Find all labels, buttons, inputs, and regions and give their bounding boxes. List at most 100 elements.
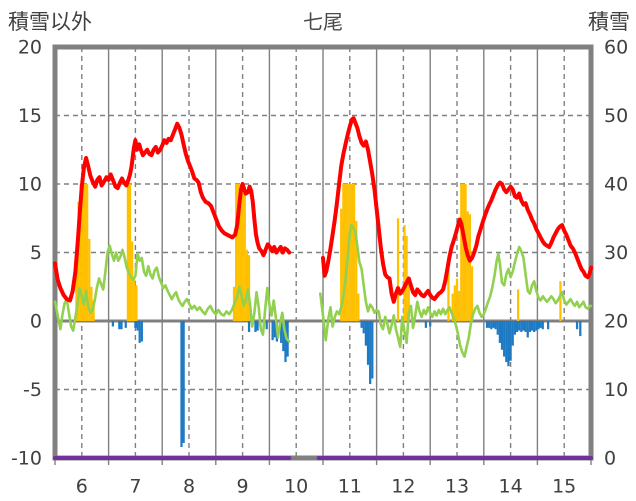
negative-bars-bar [364,321,368,346]
x-tick-label: 8 [183,476,195,498]
y-left-tick-label: 15 [18,105,42,127]
precipitation-bars-bar [241,184,244,321]
precipitation-bars-bar [455,278,459,321]
precipitation-bars-bar [462,184,465,321]
x-tick-label: 14 [499,476,523,498]
x-tick-label: 15 [552,476,576,498]
precipitation-bars-bar [470,266,474,321]
negative-bars-bar [511,321,514,346]
negative-bars-bar [256,321,259,331]
x-tick-label: 7 [129,476,141,498]
negative-bars-bar [360,321,363,328]
x-tick-label: 11 [338,476,362,498]
y-right-tick-label: 10 [604,379,628,401]
negative-bars-bar [500,321,504,350]
precipitation-bars-bar [239,184,242,321]
negative-bars-bar [524,321,527,332]
y-right-tick-label: 60 [604,37,628,59]
temperature-line [321,116,593,304]
precipitation-bars-bar [128,184,132,321]
precipitation-bars-bar [83,184,87,321]
y-right-tick-label: 20 [604,311,628,333]
negative-bars-bar [120,321,123,330]
negative-bars-bar [485,321,489,328]
negative-bars-bar [118,321,121,330]
negative-bars-bar [140,321,143,342]
precipitation-bars-bar [237,184,240,321]
negative-bars-bar [124,321,127,328]
negative-bars-bar [496,321,499,335]
negative-bars-bar [509,321,512,361]
precipitation-bars-bar [77,201,80,321]
negative-bars-bar [575,321,579,330]
negative-bars-bar [539,321,542,328]
green-line [53,244,291,343]
precipitation-bars-bar [403,225,406,321]
precipitation-bars-bar [559,281,562,321]
precipitation-bars-bar [458,290,461,321]
precipitation-bars-bar [86,184,89,321]
negative-bars-bar [282,321,285,352]
y-right-tick-label: 0 [604,448,616,470]
negative-bars-bar [535,321,538,331]
precipitation-bars-bar [516,289,520,321]
precipitation-bars-bar [451,293,454,321]
precipitation-bars-bar [79,184,82,321]
negative-bars-bar [533,321,536,332]
precipitation-bars-bar [357,293,360,321]
negative-bars-bar [515,321,519,332]
negative-bars-bar [273,321,276,338]
negative-bars-bar [271,321,274,341]
negative-bars-bar [138,321,141,343]
negative-bars-bar [254,321,257,332]
negative-bars-bar [111,321,115,327]
negative-bars-bar [362,321,365,334]
negative-bars-bar [503,321,506,357]
negative-bars-bar [579,321,582,337]
x-tick-label: 9 [237,476,249,498]
precipitation-bars-bar [460,184,463,321]
y-right-tick-label: 50 [604,105,628,127]
precipitation-bars-bar [133,279,136,321]
y-left-tick-label: 10 [18,174,42,196]
y-left-tick-label: -10 [11,448,42,470]
y-left-tick-label: 5 [30,242,42,264]
precipitation-bars-bar [352,184,356,321]
negative-bars-bar [513,321,517,335]
negative-bars-bar [490,321,493,330]
x-tick-label: 12 [391,476,415,498]
precipitation-bars-bar [131,241,134,321]
chart-title: 七尾 [303,10,343,34]
precipitation-bars-bar [447,262,450,321]
precipitation-bars-bar [344,184,347,321]
negative-bars-bar [284,321,287,363]
precipitation-bars-bar [342,184,345,321]
negative-bars-bar [537,321,540,330]
y-right-tick-label: 40 [604,174,628,196]
negative-bars-bar [520,321,523,332]
negative-bars-bar [265,321,268,330]
y-left-tick-label: -5 [23,379,42,401]
precipitation-bars-bar [88,238,91,321]
precipitation-bars-bar [247,255,251,321]
precipitation-bars-bar [468,214,471,321]
negative-bars-bar [492,321,495,328]
negative-bars-bar [424,321,428,328]
left-axis-title: 積雪以外 [8,10,92,34]
x-tick-label: 13 [445,476,469,498]
negative-bars-bar [136,321,139,331]
negative-bars-bar [182,321,185,443]
precipitation-bars-bar [235,184,238,321]
y-left-tick-label: 0 [30,311,42,333]
precipitation-bars-bar [75,266,78,321]
y-right-tick-label: 30 [604,242,628,264]
negative-bars-bar [371,321,374,379]
negative-bars-bar [528,321,532,332]
precipitation-bars-bar [407,279,410,321]
right-axis-title: 積雪 [588,10,630,34]
precipitation-bars-bar [90,286,93,321]
negative-bars-bar [134,321,137,328]
x-tick-label: 10 [284,476,308,498]
